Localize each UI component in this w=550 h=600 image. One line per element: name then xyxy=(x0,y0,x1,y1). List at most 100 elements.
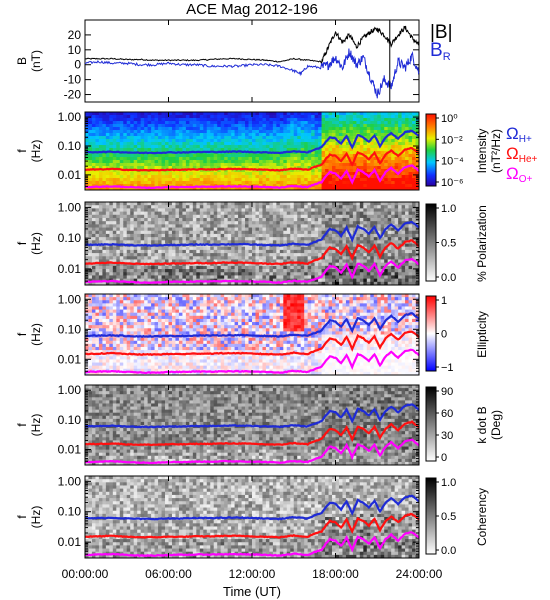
colorbar xyxy=(425,295,437,372)
x-tick-label: 18:00:00 xyxy=(312,567,359,581)
y-tick-label: 0.01 xyxy=(58,262,82,276)
legend-br-sub: R xyxy=(443,51,451,63)
x-tick-label: 12:00:00 xyxy=(229,567,276,581)
legend-b-field: |B| BR xyxy=(430,22,453,63)
colorbar-tick-label: 0 xyxy=(441,329,447,341)
colorbar xyxy=(425,386,437,462)
gyro-omega-he-line xyxy=(84,239,420,266)
colorbar-tick-label: 1.0 xyxy=(441,477,456,489)
y-tick-label-b: 10 xyxy=(68,43,82,57)
colorbar-tick-label: 0.0 xyxy=(441,272,456,284)
panel-ellipticity: 1.00 0.10 0.01 f (Hz) 1 0 −1 Ellipticity xyxy=(15,292,489,376)
y-tick-label: 1.00 xyxy=(58,110,82,124)
y-tick-label: 1.00 xyxy=(58,200,82,214)
y-tick-label: 0.10 xyxy=(58,413,82,427)
colorbar-tick-label: 0 xyxy=(441,452,447,464)
colorbar-tick-label: 30 xyxy=(441,430,453,442)
legend-abs-b: |B| xyxy=(430,22,453,43)
colorbar-tick-label: 0.0 xyxy=(441,545,456,557)
colorbar-label: % Polarization xyxy=(475,205,489,282)
legend-br: BR xyxy=(430,40,451,63)
y-axis-label: f xyxy=(15,423,29,427)
series-br-line xyxy=(84,48,420,99)
y-axis-unit: (Hz) xyxy=(29,323,43,346)
y-axis-label: f xyxy=(15,241,29,245)
colorbar-tick-label: 10⁻⁶ xyxy=(441,177,464,189)
x-tick-label: 00:00:00 xyxy=(62,567,109,581)
y-tick-label: 0.01 xyxy=(58,443,82,457)
colorbar-label: k dot B xyxy=(475,406,489,443)
colorbar xyxy=(425,203,437,282)
x-tick-label: 24:00:00 xyxy=(396,567,443,581)
gyro-omega-he-line xyxy=(84,146,420,172)
y-tick-label: 1.00 xyxy=(58,383,82,397)
gyro-omega-h-line xyxy=(84,403,420,429)
panel-polarization: 1.00 0.10 0.01 f (Hz) 1.0 0.5 0.0 % Polarization xyxy=(15,200,489,286)
gyro-omega-h-line xyxy=(84,312,420,339)
gyro-omega-he-line xyxy=(84,420,420,447)
colorbar-tick-label: 90 xyxy=(441,386,453,398)
y-tick-label: 0.01 xyxy=(58,168,82,182)
colorbar-tick-label: 0.5 xyxy=(441,511,456,523)
y-tick-label-b: 20 xyxy=(68,28,82,42)
colorbar-tick-label: −1 xyxy=(441,362,454,374)
y-tick-label: 1.00 xyxy=(58,474,82,488)
colorbar-tick-label: 0.5 xyxy=(441,238,456,250)
legend-omega-h-sub: H+ xyxy=(519,134,532,145)
gyro-omega-he-line xyxy=(84,330,420,356)
legend-br-main: B xyxy=(430,40,443,61)
y-tick-label: 0.01 xyxy=(58,535,82,549)
colorbar-tick-label: 10⁻⁴ xyxy=(441,156,464,168)
legend-omega-o: ΩO+ xyxy=(506,164,532,185)
legend-gyrofrequencies: ΩH+ ΩHe+ ΩO+ xyxy=(506,124,538,185)
series-abs-b-line xyxy=(84,25,420,65)
legend-omega-o-symbol: Ω xyxy=(506,164,519,183)
legend-omega-o-sub: O+ xyxy=(519,174,533,185)
y-tick-label-b: 0 xyxy=(74,58,81,72)
colorbar-tick-label: 10⁻² xyxy=(441,134,463,146)
colorbar xyxy=(425,477,437,555)
figure-title: ACE Mag 2012-196 xyxy=(186,1,318,18)
x-axis-title: Time (UT) xyxy=(223,584,281,599)
plot-frame-b xyxy=(84,19,420,103)
y-axis-unit: (Hz) xyxy=(29,232,43,255)
gyro-omega-h-line xyxy=(85,129,420,155)
gyro-omega-h-line xyxy=(84,221,420,247)
legend-omega-he: ΩHe+ xyxy=(506,144,538,165)
y-tick-label-b: -10 xyxy=(64,73,82,87)
x-axis: 00:00:00 06:00:00 12:00:00 18:00:00 24:00:00 xyxy=(62,567,443,581)
y-axis-label: f xyxy=(15,332,29,336)
colorbar-unit: (Deg) xyxy=(489,410,503,440)
y-axis-unit: (Hz) xyxy=(29,140,43,163)
colorbar-tick-label: 1 xyxy=(441,295,447,307)
y-tick-label: 0.01 xyxy=(58,352,82,366)
panel-intensity: 1.00 0.10 0.01 f (Hz) 10⁰ 10⁻² 10⁻⁴ 10⁻⁶ Intensit… xyxy=(15,110,503,191)
colorbar xyxy=(425,113,437,187)
colorbar-tick-label: 1.0 xyxy=(441,203,456,215)
gyro-omega-h-line xyxy=(84,494,420,521)
legend-omega-he-sub: He+ xyxy=(519,154,538,165)
colorbar-label: Intensity xyxy=(475,129,489,174)
colorbar-unit: (nT²/Hz) xyxy=(489,129,503,173)
colorbar-label: Coherency xyxy=(475,488,489,546)
colorbar-tick-label: 60 xyxy=(441,408,453,420)
y-axis-label: f xyxy=(15,149,29,153)
y-tick-label: 1.00 xyxy=(58,292,82,306)
x-tick-label: 06:00:00 xyxy=(145,567,192,581)
legend-omega-h-symbol: Ω xyxy=(506,124,519,143)
legend-omega-h: ΩH+ xyxy=(506,124,532,145)
panel-coherency: 1.00 0.10 0.01 f (Hz) 1.0 0.5 0.0 Coherency xyxy=(15,474,489,559)
colorbar-tick-label: 10⁰ xyxy=(441,113,458,125)
panel-k-dot-b: 1.00 0.10 0.01 f (Hz) 90 60 30 0 k dot B (Deg) xyxy=(15,383,503,466)
spectrogram-cells xyxy=(85,385,420,466)
y-tick-label: 0.10 xyxy=(58,322,82,336)
spectrogram-cells xyxy=(85,476,420,559)
y-tick-label-b: -20 xyxy=(64,88,82,102)
y-axis-label-b: B xyxy=(15,57,29,65)
gyro-omega-he-line xyxy=(84,512,420,539)
y-axis-label: f xyxy=(15,515,29,519)
y-axis-unit: (Hz) xyxy=(29,506,43,529)
y-tick-label: 0.10 xyxy=(58,505,82,519)
